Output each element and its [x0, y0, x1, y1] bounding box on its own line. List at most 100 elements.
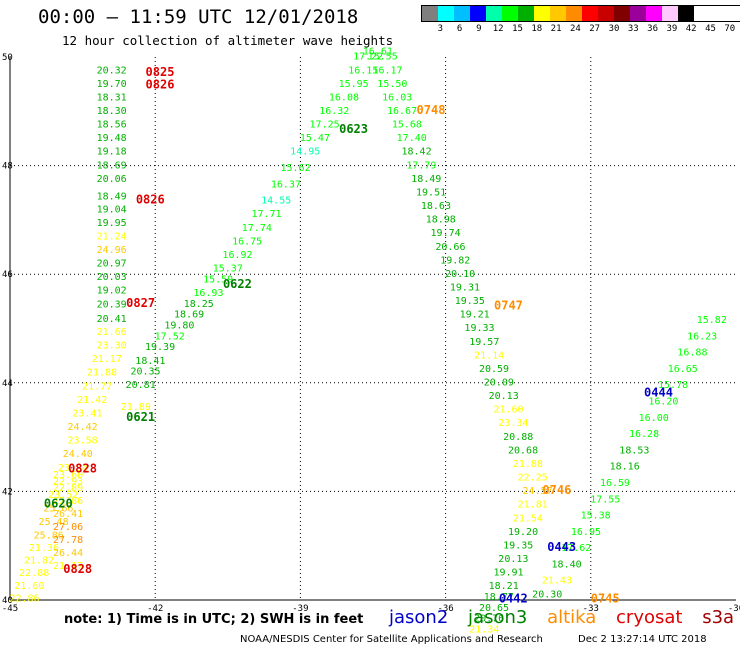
wave-height-value: 23.34: [58, 463, 88, 474]
y-tick-label: 44: [2, 379, 13, 389]
color-swatch: [678, 6, 694, 21]
color-scale-label: 9: [476, 24, 482, 34]
wave-height-value: 15.50: [377, 79, 407, 90]
wave-height-value: 26.44: [53, 548, 83, 559]
color-swatch: [534, 6, 550, 21]
wave-height-value: 21.81: [518, 500, 548, 511]
wave-height-value: 19.57: [469, 337, 499, 348]
wave-height-value: 21.77: [82, 381, 112, 392]
wave-height-value: 24.96: [97, 245, 127, 256]
wave-height-value: 19.48: [97, 133, 127, 144]
wave-height-value: 19.20: [508, 527, 538, 538]
wave-height-value: 20.30: [532, 589, 562, 600]
wave-height-value: 19.35: [455, 296, 485, 307]
wave-height-value: 16.03: [382, 92, 412, 103]
grid-lines: [10, 57, 736, 600]
wave-height-value: 20.09: [484, 378, 514, 389]
wave-height-value: 16.08: [329, 92, 359, 103]
wave-height-value: 19.74: [431, 228, 461, 239]
generated-timestamp: Dec 2 13:27:14 UTC 2018: [578, 634, 707, 645]
pass-label: 0747: [494, 298, 523, 312]
legend-altika: altika: [547, 607, 597, 628]
wave-height-value: 16.37: [271, 179, 301, 190]
color-swatch: [582, 6, 598, 21]
wave-height-value: 18.41: [135, 356, 165, 367]
wave-height-value: 27.78: [53, 535, 83, 546]
wave-height-value: 16.23: [687, 331, 717, 342]
color-scale-swatches: [421, 5, 740, 22]
wave-height-value: 21.54: [513, 513, 543, 524]
wave-height-value: 16.88: [677, 348, 707, 359]
color-swatch: [518, 6, 534, 21]
wave-height-value: 14.95: [290, 147, 320, 158]
wave-height-value: 25.48: [39, 517, 69, 528]
color-swatch: [598, 6, 614, 21]
wave-height-value: 18.53: [619, 445, 649, 456]
wave-height-value: 19.33: [464, 323, 494, 334]
chart-subtitle: 12 hour collection of altimeter wave hei…: [62, 33, 394, 48]
pass-label: 0745: [591, 592, 620, 606]
wave-height-value: 16.92: [222, 250, 252, 261]
wave-height-value: 16.28: [629, 429, 659, 440]
color-scale-label: 21: [550, 24, 562, 34]
wave-height-value: 19.02: [97, 286, 127, 297]
pass-label: 0826: [136, 193, 165, 207]
color-swatch: [486, 6, 502, 21]
chart-title: 00:00 – 11:59 UTC 12/01/2018: [38, 6, 359, 28]
wave-height-value: 18.31: [97, 92, 127, 103]
wave-height-value: 19.35: [503, 540, 533, 551]
wave-height-value: 21.36: [29, 543, 59, 554]
wave-height-value: 17.74: [242, 223, 272, 234]
wave-height-value: 23.34: [498, 418, 528, 429]
color-swatch: [470, 6, 486, 21]
y-tick-label: 40: [2, 596, 13, 606]
wave-height-value: 19.80: [164, 321, 194, 332]
pass-label: 0825: [146, 65, 175, 79]
legend-jason3: jason3: [468, 607, 528, 628]
color-scale-label: 45: [705, 24, 716, 34]
wave-height-value: 24.40: [63, 449, 93, 460]
pass-label: 0623: [339, 122, 368, 136]
wave-height-value: 18.25: [184, 299, 214, 310]
wave-height-value: 21.14: [474, 350, 504, 361]
color-swatch: [454, 6, 470, 21]
wave-height-value: 20.59: [479, 364, 509, 375]
wave-height-value: 15.62: [281, 163, 311, 174]
pass-label: 0443: [547, 540, 576, 554]
x-tick-label: -42: [147, 604, 163, 614]
wave-height-value: 25.86: [34, 531, 64, 542]
color-scale-label: 3: [437, 24, 444, 34]
color-scale-label: (ft): [738, 24, 740, 34]
color-scale-label: 33: [627, 24, 639, 34]
pass-label: 0748: [417, 103, 446, 117]
wave-height-value: 20.13: [489, 391, 519, 402]
wave-height-value: 18.56: [97, 120, 127, 131]
wave-height-value: 24.42: [68, 422, 98, 433]
wave-height-value: 17.40: [397, 133, 427, 144]
wave-height-value: 19.18: [97, 147, 127, 158]
wave-height-value: 20.65: [479, 603, 509, 614]
wave-height-value: 20.03: [97, 272, 127, 283]
wave-height-value: 19.70: [97, 79, 127, 90]
wave-height-value: 19.04: [97, 204, 127, 215]
wave-height-value: 17.22: [353, 52, 383, 63]
pass-label: 0828: [63, 562, 92, 576]
color-swatch: [630, 6, 646, 21]
wave-height-value: 18.30: [97, 106, 127, 117]
wave-height-value: 15.82: [697, 315, 727, 326]
wave-height-value: 20.41: [97, 314, 127, 325]
wave-height-value: 20.66: [435, 242, 465, 253]
x-tick-label: -39: [292, 604, 308, 614]
color-scale-label: 18: [531, 24, 543, 34]
y-tick-label: 48: [2, 162, 13, 172]
wave-height-value: 23.52: [48, 490, 78, 501]
wave-height-value: 21.60: [493, 405, 523, 416]
color-swatch: [550, 6, 566, 21]
pass-label: 0827: [126, 296, 155, 310]
wave-height-value: 17.71: [251, 209, 281, 220]
wave-height-value: 23.30: [97, 341, 127, 352]
wave-height-value: 19.91: [493, 568, 523, 579]
wave-height-value: 18.49: [97, 191, 127, 202]
